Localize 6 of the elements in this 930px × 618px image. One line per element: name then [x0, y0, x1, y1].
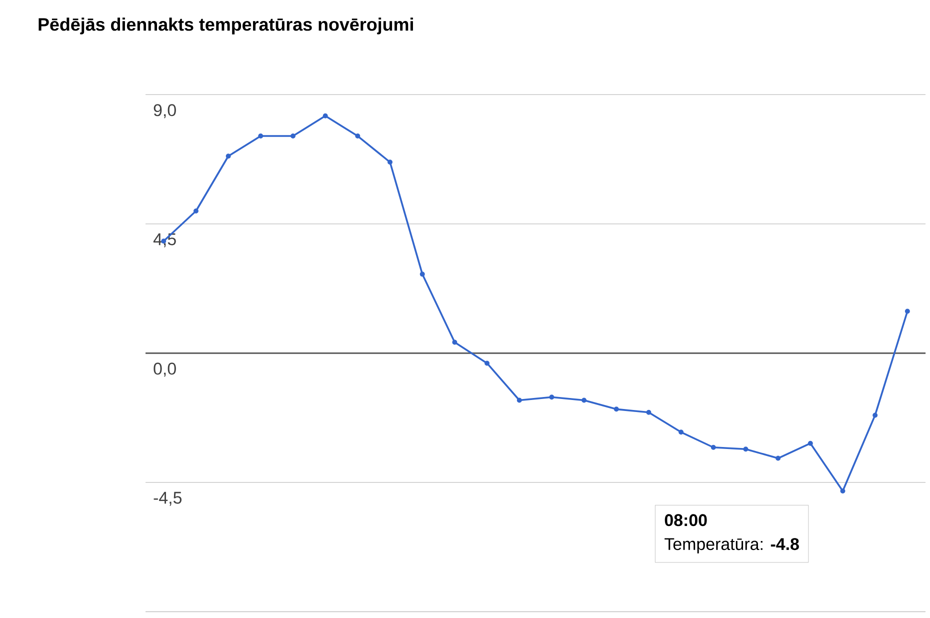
- annotation: Temperatūra: -4.8: [664, 538, 799, 554]
- y-tick-label: 0,0: [154, 362, 176, 377]
- annotation: 08:00: [664, 514, 707, 526]
- y-tick-label: 9,0: [154, 104, 176, 118]
- chart-title: Pēdējās diennakts temperatūras novērojumi: [38, 18, 413, 34]
- y-tick-label: -4,5: [154, 492, 182, 506]
